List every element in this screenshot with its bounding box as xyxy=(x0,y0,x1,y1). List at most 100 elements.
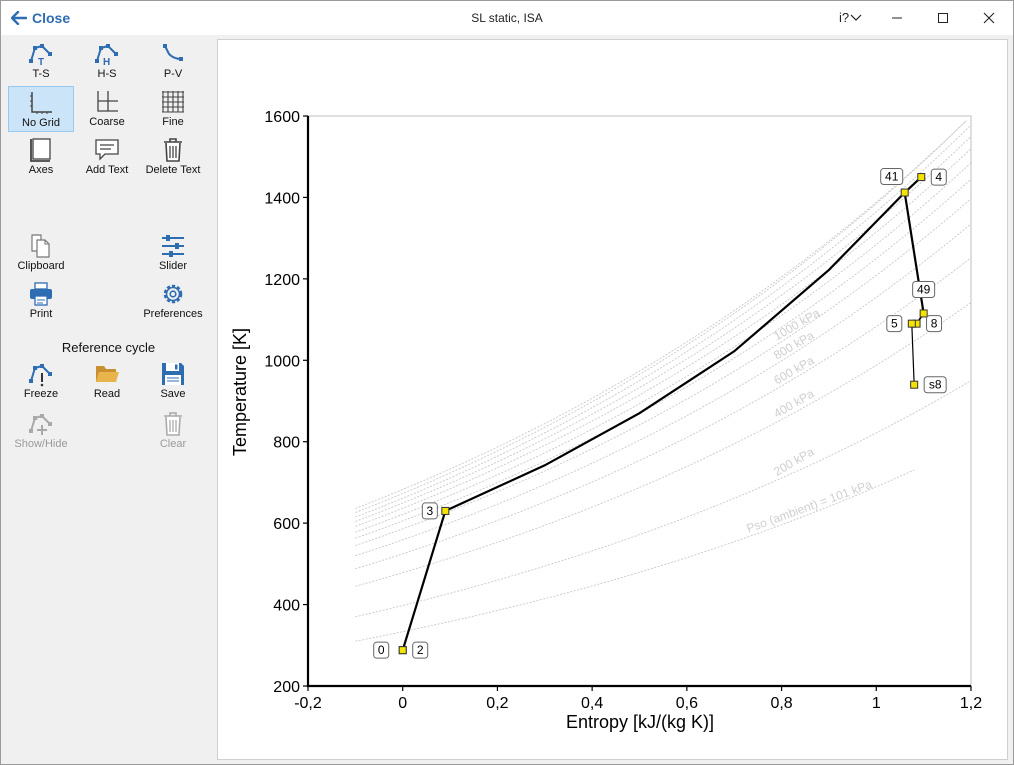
station-label-box xyxy=(421,502,438,520)
station-label-box xyxy=(912,280,936,298)
axes-button[interactable]: Axes xyxy=(8,134,74,180)
x-tick-label: 1 xyxy=(872,695,881,712)
delete-text-button[interactable]: Delete Text xyxy=(140,134,206,180)
isobar-line xyxy=(355,198,972,546)
axis-lines xyxy=(306,116,971,688)
station-marker[interactable] xyxy=(917,173,926,182)
freeze-button[interactable]: Freeze xyxy=(8,358,74,404)
save-button[interactable]: Save xyxy=(140,358,206,404)
help-menu-button[interactable]: i? xyxy=(839,10,862,25)
station-label: 5 xyxy=(891,317,898,331)
station-label: 2 xyxy=(417,643,424,657)
coarse-grid-icon xyxy=(97,91,118,112)
add-text-button[interactable]: Add Text xyxy=(74,134,140,180)
y-axis-label: Temperature [K] xyxy=(230,328,250,456)
cycle-segment xyxy=(911,323,915,385)
y-tick-label: 400 xyxy=(273,598,300,615)
trash-icon xyxy=(164,412,182,436)
gear-icon xyxy=(163,284,183,304)
coarse-grid-button[interactable]: Coarse xyxy=(74,86,140,132)
trash-icon xyxy=(164,138,182,162)
freeze-label: Freeze xyxy=(23,388,59,400)
ts-diagram-icon: T xyxy=(29,44,52,67)
y-tick-label: 1200 xyxy=(264,272,300,289)
station-label: s8 xyxy=(929,378,942,392)
isobar-line xyxy=(355,162,972,533)
show-hide-button[interactable]: Show/Hide xyxy=(8,408,74,454)
minimize-icon xyxy=(892,17,902,19)
hs-label: H-S xyxy=(97,68,117,80)
y-tick-label: 1000 xyxy=(264,353,300,370)
station-label-box xyxy=(926,315,943,333)
close-label: Close xyxy=(32,10,71,26)
svg-text:H: H xyxy=(103,57,110,67)
back-arrow-icon xyxy=(11,11,27,25)
print-label: Print xyxy=(29,308,53,320)
station-label-box xyxy=(923,376,947,394)
preferences-label: Preferences xyxy=(143,308,203,320)
isobar-line xyxy=(355,469,915,642)
hs-diagram-icon: H xyxy=(95,44,118,67)
isobar-line xyxy=(355,257,972,570)
axes-label: Axes xyxy=(28,164,54,176)
no-grid-button[interactable]: No Grid xyxy=(8,86,74,132)
slider-button[interactable]: Slider xyxy=(140,230,206,276)
no-grid-icon xyxy=(30,92,52,114)
fine-grid-button[interactable]: Fine xyxy=(140,86,206,132)
read-label: Read xyxy=(93,388,121,400)
x-tick-label: 0,8 xyxy=(770,695,792,712)
station-label: 3 xyxy=(426,504,433,518)
pv-diagram-button[interactable]: P-V xyxy=(140,38,206,84)
station-marker[interactable] xyxy=(919,309,928,318)
station-marker[interactable] xyxy=(907,319,916,328)
ts-label: T-S xyxy=(32,68,50,80)
left-toolbar: T T-S H H-S P-V No Gr xyxy=(1,35,216,764)
clipboard-button[interactable]: Clipboard xyxy=(8,230,74,276)
freeze-icon xyxy=(29,364,52,387)
x-tick-label: 0,4 xyxy=(581,695,603,712)
y-tick-label: 1400 xyxy=(264,190,300,207)
x-tick-label: 0,2 xyxy=(486,695,508,712)
station-label-box xyxy=(373,641,390,659)
preferences-button[interactable]: Preferences xyxy=(140,278,206,324)
ts-diagram-button[interactable]: T T-S xyxy=(8,38,74,84)
sliders-icon xyxy=(162,235,184,257)
show-hide-label: Show/Hide xyxy=(14,438,68,450)
window-close-button[interactable] xyxy=(966,1,1012,35)
y-tick-label: 1600 xyxy=(264,109,300,126)
comment-icon xyxy=(95,139,119,161)
isobar-line xyxy=(355,302,972,587)
isobar-line xyxy=(355,120,967,509)
reference-cycle-heading: Reference cycle xyxy=(61,340,156,355)
help-label: i? xyxy=(839,10,850,25)
maximize-button[interactable] xyxy=(920,1,966,35)
station-label-box xyxy=(886,315,903,333)
hs-diagram-button[interactable]: H H-S xyxy=(74,38,140,84)
station-label-box xyxy=(880,168,904,186)
y-tick-label: 200 xyxy=(273,679,300,696)
fine-grid-icon xyxy=(162,91,184,113)
isobar-label: 200 kPa xyxy=(771,444,816,478)
close-button[interactable]: Close xyxy=(11,8,70,28)
floppy-disk-icon xyxy=(162,363,184,385)
isobar-line xyxy=(355,136,972,522)
print-button[interactable]: Print xyxy=(8,278,74,324)
station-marker[interactable] xyxy=(398,646,407,655)
window-title: SL static, ISA xyxy=(471,11,543,25)
station-marker[interactable] xyxy=(441,506,450,515)
station-marker[interactable] xyxy=(910,380,919,389)
y-tick-label: 800 xyxy=(273,435,300,452)
plot-panel: Pso (ambient) = 101 kPa 200 kPa 400 kPa 600… xyxy=(217,39,1008,760)
save-label: Save xyxy=(160,388,186,400)
station-marker[interactable] xyxy=(900,188,909,197)
station-label: 41 xyxy=(885,170,899,184)
read-button[interactable]: Read xyxy=(74,358,140,404)
close-icon xyxy=(983,12,995,24)
minimize-button[interactable] xyxy=(874,1,920,35)
clear-button[interactable]: Clear xyxy=(140,408,206,454)
folder-icon xyxy=(96,366,119,382)
station-label: 8 xyxy=(931,317,938,331)
delete-text-label: Delete Text xyxy=(145,164,201,176)
